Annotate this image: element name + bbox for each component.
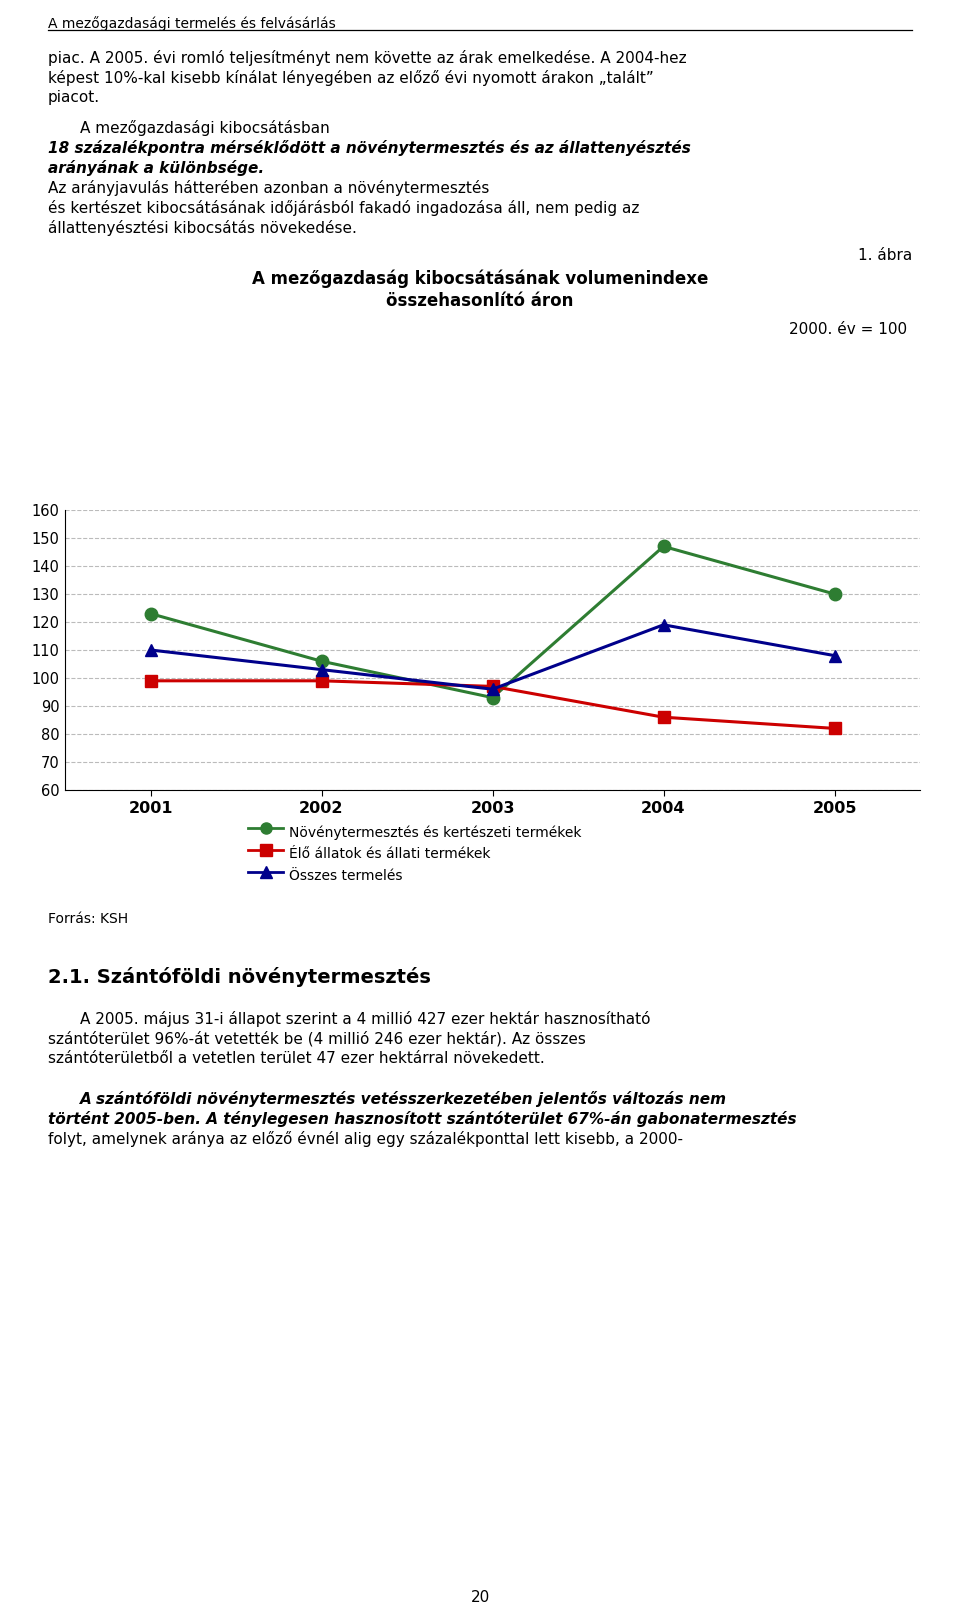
Text: A 2005. május 31-i állapot szerint a 4 millió 427 ezer hektár hasznosítható: A 2005. május 31-i állapot szerint a 4 m… (80, 1011, 651, 1027)
Text: A szántóföldi növénytermesztés vetésszerkezetében jelentős változás nem: A szántóföldi növénytermesztés vetésszer… (80, 1091, 727, 1107)
Text: 2000. év = 100: 2000. év = 100 (789, 321, 907, 338)
Text: folyt, amelynek aránya az előző évnél alig egy százalékponttal lett kisebb, a 20: folyt, amelynek aránya az előző évnél al… (48, 1131, 683, 1147)
Text: Élő állatok és állati termékek: Élő állatok és állati termékek (289, 847, 491, 860)
Text: Az arányjavulás hátterében azonban a növénytermesztés: Az arányjavulás hátterében azonban a növ… (48, 180, 490, 196)
Text: történt 2005-ben. A ténylegesen hasznosított szántóterület 67%-án gabonatermeszt: történt 2005-ben. A ténylegesen hasznosí… (48, 1112, 797, 1126)
Text: 18 százalékpontra mérséklődött a növénytermesztés és az állattenyésztés: 18 százalékpontra mérséklődött a növényt… (48, 140, 691, 156)
Text: piacot.: piacot. (48, 89, 100, 105)
Text: szántóterületből a vetetlen terület 47 ezer hektárral növekedett.: szántóterületből a vetetlen terület 47 e… (48, 1052, 544, 1066)
Text: állattenyésztési kibocsátás növekedése.: állattenyésztési kibocsátás növekedése. (48, 221, 357, 235)
Text: Összes termelés: Összes termelés (289, 868, 402, 883)
Text: összehasonlító áron: összehasonlító áron (386, 292, 574, 310)
Text: A mezőgazdaság kibocsátásának volumenindexe: A mezőgazdaság kibocsátásának volumenind… (252, 269, 708, 289)
Text: A mezőgazdasági termelés és felvásárlás: A mezőgazdasági termelés és felvásárlás (48, 16, 336, 31)
Text: piac. A 2005. évi romló teljesítményt nem követte az árak emelkedése. A 2004-hez: piac. A 2005. évi romló teljesítményt ne… (48, 50, 686, 67)
Text: 20: 20 (470, 1591, 490, 1605)
Text: 1. ábra: 1. ábra (857, 248, 912, 263)
Text: A mezőgazdasági kibocsátásban: A mezőgazdasági kibocsátásban (80, 120, 335, 136)
Text: 2.1. Szántóföldi növénytermesztés: 2.1. Szántóföldi növénytermesztés (48, 967, 431, 987)
Text: és kertészet kibocsátásának időjárásból fakadó ingadozása áll, nem pedig az: és kertészet kibocsátásának időjárásból … (48, 200, 639, 216)
Text: arányának a különbsége.: arányának a különbsége. (48, 161, 264, 175)
Text: szántóterület 96%-át vetették be (4 millió 246 ezer hektár). Az összes: szántóterület 96%-át vetették be (4 mill… (48, 1031, 586, 1047)
Text: Növénytermesztés és kertészeti termékek: Növénytermesztés és kertészeti termékek (289, 824, 582, 839)
Text: Forrás: KSH: Forrás: KSH (48, 912, 128, 927)
Text: képest 10%-kal kisebb kínálat lényegében az előző évi nyomott árakon „talált”: képest 10%-kal kisebb kínálat lényegében… (48, 70, 654, 86)
